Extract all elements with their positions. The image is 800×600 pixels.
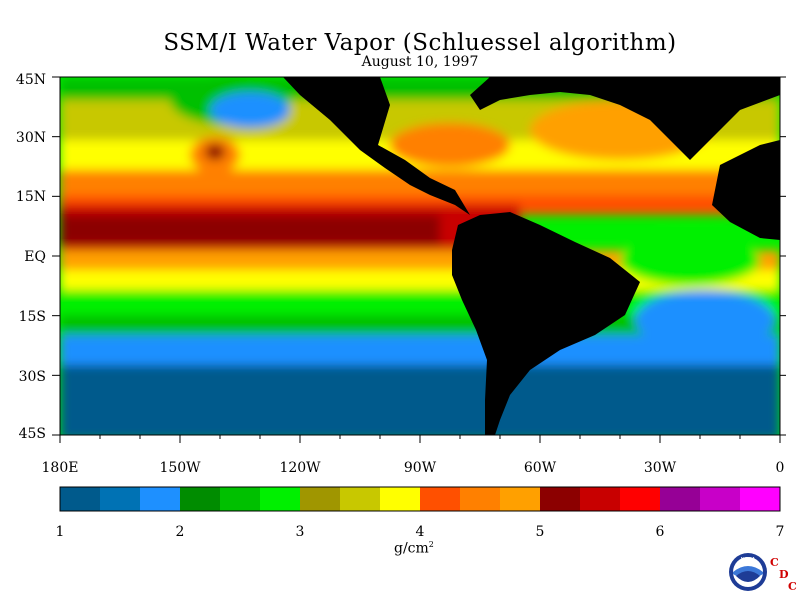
lon-label-30w: 30W — [643, 460, 677, 476]
colorbar-swatch — [620, 487, 661, 511]
lat-label-15s: 15S — [18, 309, 46, 325]
colorbar-label-4: 4 — [415, 524, 425, 540]
colorbar-label-6: 6 — [655, 524, 665, 540]
colorbar-swatch — [300, 487, 341, 511]
colorbar-swatch — [340, 487, 381, 511]
colorbar-swatch — [260, 487, 301, 511]
lat-label-30s: 30S — [18, 369, 46, 385]
noaa-logo-icon: NOAA — [729, 553, 767, 591]
colorbar-swatch — [460, 487, 501, 511]
colorbar-swatch — [60, 487, 101, 511]
colorbar-label-1: 1 — [55, 524, 65, 540]
lon-label-60w: 60W — [523, 460, 557, 476]
colorbar-frame — [59, 486, 781, 512]
colorbar-swatch — [740, 487, 781, 511]
colorbar-unit: g/cm2 — [394, 540, 434, 557]
map-field — [60, 77, 780, 435]
lat-label-eq: EQ — [24, 249, 46, 265]
cdc-letter-c2: C — [788, 580, 797, 593]
colorbar — [60, 487, 781, 511]
colorbar-swatch — [580, 487, 621, 511]
colorbar-swatch — [180, 487, 221, 511]
colorbar-label-3: 3 — [295, 524, 305, 540]
colorbar-swatch — [700, 487, 741, 511]
cdc-letter-c: C — [770, 556, 779, 569]
map-title: SSM/I Water Vapor (Schluessel algorithm) — [163, 30, 677, 56]
colorbar-swatch — [100, 487, 141, 511]
lon-label-90w: 90W — [403, 460, 437, 476]
colorbar-label-7: 7 — [775, 524, 785, 540]
map-ticks — [52, 76, 786, 443]
lon-label-120w: 120W — [279, 460, 321, 476]
colorbar-swatch — [140, 487, 181, 511]
colorbar-label-2: 2 — [175, 524, 185, 540]
lat-label-45s: 45S — [18, 426, 46, 442]
lat-label-15n: 15N — [15, 189, 46, 205]
colorbar-swatch — [540, 487, 581, 511]
colorbar-swatch — [380, 487, 421, 511]
lon-label-180e: 180E — [41, 460, 79, 476]
lon-label-0: 0 — [775, 460, 785, 476]
noaa-logo-text: NOAA — [741, 557, 756, 563]
colorbar-swatch — [220, 487, 261, 511]
colorbar-swatch — [500, 487, 541, 511]
lat-label-30n: 30N — [15, 130, 46, 146]
cdc-letter-d: D — [779, 568, 789, 581]
lon-label-150w: 150W — [159, 460, 201, 476]
colorbar-label-5: 5 — [535, 524, 545, 540]
colorbar-swatch — [660, 487, 701, 511]
map-date: August 10, 1997 — [361, 54, 479, 70]
lat-label-45n: 45N — [15, 72, 46, 88]
colorbar-swatch — [420, 487, 461, 511]
